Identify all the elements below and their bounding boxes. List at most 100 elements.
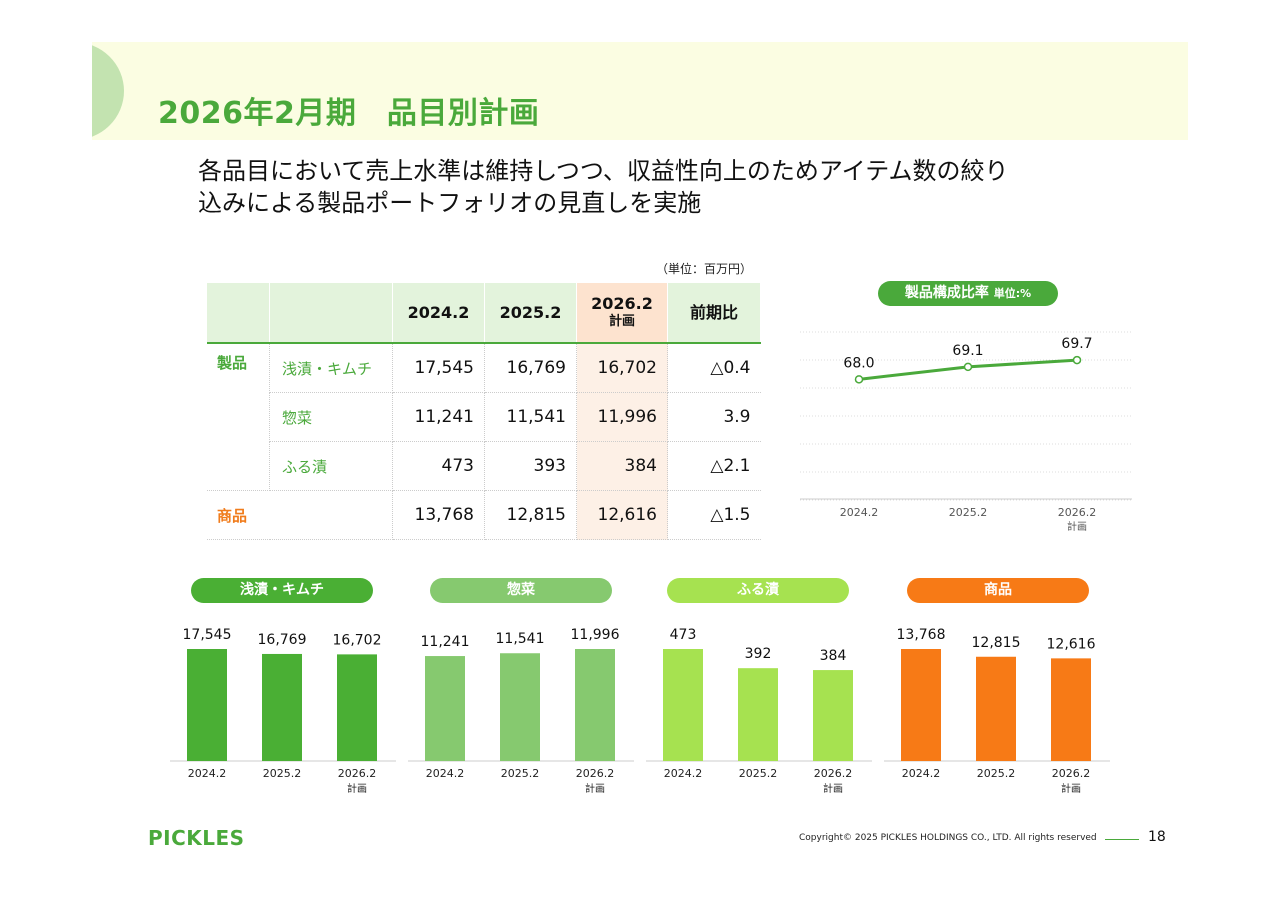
bar xyxy=(738,668,778,761)
bar-data-label: 473 xyxy=(670,627,697,643)
cell-2026: 11,996 xyxy=(576,392,668,442)
group-label-product: 製品 xyxy=(207,343,270,491)
bar xyxy=(337,654,377,761)
bar xyxy=(262,653,302,761)
bar xyxy=(813,670,853,761)
row-label: 惣菜 xyxy=(269,392,393,442)
group-label-merch: 商品 xyxy=(207,490,393,540)
ratio-data-label: 69.7 xyxy=(1061,336,1092,352)
table-row: 商品 13,768 12,815 12,616 △1.5 xyxy=(207,490,761,540)
bar-chart-pill-souzai: 惣菜 xyxy=(430,578,612,603)
ratio-point xyxy=(854,375,864,384)
bar-data-label: 16,769 xyxy=(258,632,307,648)
x-tick-label: 2026.2 xyxy=(1058,506,1097,519)
row-label: ふる漬 xyxy=(269,441,393,491)
cell-2024: 17,545 xyxy=(392,343,485,393)
header-2026: 2026.2 xyxy=(591,293,653,313)
bar-data-label: 17,545 xyxy=(183,627,232,643)
bar-chart-merch: 13,768 2024.2 12,815 2025.2 12,616 2026.2 計画 xyxy=(884,627,1110,795)
cell-yoy: △1.5 xyxy=(667,490,761,540)
x-tick-label: 2026.2 xyxy=(338,767,377,780)
cell-2025: 11,541 xyxy=(484,392,577,442)
cell-2026: 12,616 xyxy=(576,490,668,540)
bar-data-label: 12,616 xyxy=(1047,636,1096,652)
bar xyxy=(575,649,615,761)
header-2024: 2024.2 xyxy=(392,283,485,344)
bar xyxy=(1051,658,1091,761)
x-tick-label: 2025.2 xyxy=(739,767,778,780)
lead-line-2: 込みによる製品ポートフォリオの見直しを実施 xyxy=(198,189,702,217)
x-tick-label: 2025.2 xyxy=(501,767,540,780)
x-tick-label: 2026.2 xyxy=(814,767,853,780)
x-tick-label: 2025.2 xyxy=(949,506,988,519)
cell-2024: 13,768 xyxy=(392,490,485,540)
ratio-point xyxy=(963,362,973,372)
x-tick-label: 2024.2 xyxy=(426,767,465,780)
cell-2025: 16,769 xyxy=(484,343,577,393)
cell-2026: 16,702 xyxy=(576,343,668,393)
x-tick-sublabel: 計画 xyxy=(1067,520,1087,533)
bar-data-label: 13,768 xyxy=(897,627,946,643)
table-row: ふる漬 473 393 384 △2.1 xyxy=(207,441,761,491)
x-tick-sublabel: 計画 xyxy=(1061,782,1081,795)
bar xyxy=(663,649,703,761)
bar-chart-pill-furuzuke: ふる漬 xyxy=(667,578,849,603)
x-tick-sublabel: 計画 xyxy=(823,782,843,795)
bar-data-label: 11,541 xyxy=(496,631,545,647)
bar-data-label: 16,702 xyxy=(333,632,382,648)
x-tick-label: 2026.2 xyxy=(576,767,615,780)
cell-yoy: 3.9 xyxy=(667,392,761,442)
ratio-chart-pill: 製品構成比率 単位:% xyxy=(878,281,1058,306)
company-logo: PICKLES xyxy=(148,826,245,850)
bar xyxy=(500,653,540,761)
bar xyxy=(976,656,1016,761)
page-number: 18 xyxy=(1148,829,1166,845)
header-yoy: 前期比 xyxy=(667,283,761,344)
x-tick-label: 2024.2 xyxy=(840,506,879,519)
x-tick-label: 2026.2 xyxy=(1052,767,1091,780)
bar-chart-furuzuke: 473 2024.2 392 2025.2 384 2026.2 計画 xyxy=(646,627,872,795)
x-tick-sublabel: 計画 xyxy=(347,782,367,795)
plan-table: 2024.2 2025.2 2026.2 計画 前期比 製品 浅漬・キムチ 17… xyxy=(207,283,761,540)
bar-data-label: 11,241 xyxy=(421,634,470,650)
bar-data-label: 392 xyxy=(745,646,772,662)
unit-note: （単位：百万円） xyxy=(656,262,753,276)
header-2026-plan: 2026.2 計画 xyxy=(576,283,668,344)
cell-yoy: △2.1 xyxy=(667,441,761,491)
lead-text: 各品目において売上水準は維持しつつ、収益性向上のためアイテム数の絞り 込みによる… xyxy=(198,155,1118,219)
title-band xyxy=(92,42,1188,140)
bar xyxy=(901,649,941,761)
header-plan-label: 計画 xyxy=(608,313,635,329)
x-tick-sublabel: 計画 xyxy=(585,782,605,795)
cell-2025: 393 xyxy=(484,441,577,491)
title-band-arc xyxy=(92,42,124,140)
header-blank-2 xyxy=(269,283,393,344)
cell-2025: 12,815 xyxy=(484,490,577,540)
bar-chart-souzai: 11,241 2024.2 11,541 2025.2 11,996 2026.2 計画 xyxy=(408,627,634,795)
x-tick-label: 2024.2 xyxy=(188,767,227,780)
bar-chart-pill-asazuke: 浅漬・キムチ xyxy=(191,578,373,603)
x-tick-label: 2024.2 xyxy=(902,767,941,780)
footer-divider xyxy=(1105,839,1139,840)
cell-2024: 473 xyxy=(392,441,485,491)
cell-yoy: △0.4 xyxy=(667,343,761,393)
cell-2024: 11,241 xyxy=(392,392,485,442)
table-row: 製品 浅漬・キムチ 17,545 16,769 16,702 △0.4 xyxy=(207,343,761,491)
ratio-data-label: 69.1 xyxy=(952,343,983,359)
ratio-point xyxy=(1072,355,1082,365)
table-row: 惣菜 11,241 11,541 11,996 3.9 xyxy=(207,392,761,442)
bar xyxy=(425,656,465,761)
bar-chart-pill-merch: 商品 xyxy=(907,578,1089,603)
ratio-data-label: 68.0 xyxy=(843,355,874,371)
x-tick-label: 2024.2 xyxy=(664,767,703,780)
bar-chart-asazuke: 17,545 2024.2 16,769 2025.2 16,702 2026.2 計画 xyxy=(170,627,396,795)
ratio-chart-unit: 単位:% xyxy=(993,287,1032,300)
bar-data-label: 384 xyxy=(820,648,847,664)
header-blank-1 xyxy=(207,283,270,344)
x-tick-label: 2025.2 xyxy=(263,767,302,780)
bar xyxy=(187,649,227,761)
bar-data-label: 12,815 xyxy=(972,635,1021,651)
copyright-text: Copyright© 2025 PICKLES HOLDINGS CO., LT… xyxy=(799,833,1097,843)
row-label: 浅漬・キムチ xyxy=(269,343,393,393)
lead-line-1: 各品目において売上水準は維持しつつ、収益性向上のためアイテム数の絞り xyxy=(198,157,1009,185)
